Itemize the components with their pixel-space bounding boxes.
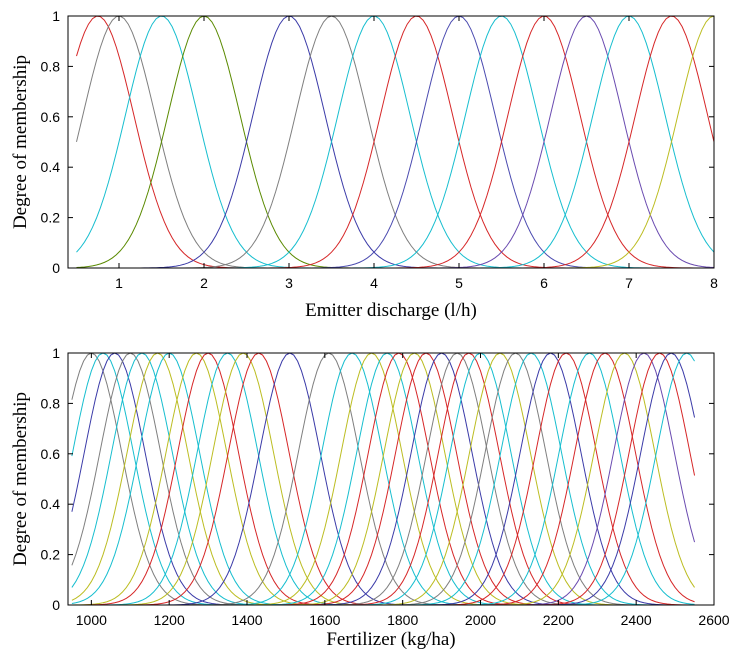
x-axis-label: Emitter discharge (l/h) xyxy=(305,300,477,321)
x-tick-label: 6 xyxy=(540,275,548,291)
plot-frame xyxy=(67,15,715,269)
series-line-6 xyxy=(76,15,714,269)
series-line-30 xyxy=(71,352,695,606)
series-line-10 xyxy=(76,15,714,269)
x-tick-label: 1000 xyxy=(76,612,107,628)
series-line-4 xyxy=(71,352,695,606)
series-line-11 xyxy=(71,352,695,606)
series-line-18 xyxy=(71,352,695,606)
series-line-36 xyxy=(71,352,695,606)
series-line-34 xyxy=(71,352,696,606)
chart-panel-1: 1 2 3 4 5 6 7 8 0 0.2 0.4 0.6 0.8 1 Emitter discharge … xyxy=(10,8,718,321)
series-line-21 xyxy=(71,352,695,606)
series-line-6 xyxy=(71,352,695,606)
y-tick-label: 0.4 xyxy=(41,496,61,512)
series-line-24 xyxy=(71,352,695,606)
series-line-5 xyxy=(76,15,714,269)
y-tick-label: 0 xyxy=(52,597,60,613)
series-line-12 xyxy=(71,352,695,606)
y-axis-label: Degree of membership xyxy=(10,392,31,566)
y-tick-label: 0.6 xyxy=(41,109,61,125)
series-group xyxy=(76,15,715,269)
y-tick-label: 0.2 xyxy=(41,547,61,563)
y-tick-label: 1 xyxy=(52,8,60,24)
series-line-26 xyxy=(71,352,695,606)
x-tick-label: 7 xyxy=(625,275,633,291)
x-tick-label: 2 xyxy=(200,275,208,291)
plot-frame xyxy=(67,352,715,606)
x-tick-label: 2200 xyxy=(543,612,574,628)
series-line-29 xyxy=(71,352,695,606)
y-tick-label: 0.8 xyxy=(41,395,61,411)
x-axis-label: Fertilizer (kg/ha) xyxy=(326,629,455,650)
series-line-31 xyxy=(71,352,695,606)
series-line-4 xyxy=(76,15,714,269)
series-line-3 xyxy=(76,15,714,269)
series-line-9 xyxy=(76,15,714,269)
series-line-16 xyxy=(71,352,695,606)
x-tick-label: 5 xyxy=(455,275,463,291)
series-line-28 xyxy=(71,352,695,606)
y-tick-label: 0.4 xyxy=(41,159,61,175)
series-line-14 xyxy=(71,352,695,606)
x-tick-label: 1400 xyxy=(231,612,262,628)
series-line-9 xyxy=(71,352,695,606)
series-line-33 xyxy=(71,352,696,606)
x-tick-label: 8 xyxy=(710,275,718,291)
y-axis-label: Degree of membership xyxy=(10,55,31,229)
x-tick-label: 1 xyxy=(115,275,123,291)
series-line-13 xyxy=(76,15,715,269)
series-line-23 xyxy=(71,352,695,606)
x-tick-label: 1200 xyxy=(154,612,185,628)
series-line-1 xyxy=(71,352,695,606)
x-tick-label: 4 xyxy=(370,275,378,291)
series-line-7 xyxy=(76,15,714,269)
series-line-8 xyxy=(71,352,695,606)
y-tick-label: 0.2 xyxy=(41,210,61,226)
y-tick-label: 0.6 xyxy=(41,446,61,462)
series-line-17 xyxy=(71,352,695,606)
series-line-5 xyxy=(71,352,695,606)
series-line-13 xyxy=(71,352,695,606)
series-line-10 xyxy=(71,352,695,606)
series-line-1 xyxy=(76,15,714,269)
series-line-2 xyxy=(76,15,714,269)
series-line-2 xyxy=(71,352,695,606)
chart-panel-2: 1000 1200 1400 1600 1800 2000 2200 2400 2600 0 0.2… xyxy=(10,345,730,650)
series-line-22 xyxy=(71,352,695,606)
series-line-35 xyxy=(71,352,696,606)
series-line-8 xyxy=(76,15,714,269)
x-tick-label: 3 xyxy=(285,275,293,291)
x-tick-label: 2400 xyxy=(621,612,652,628)
y-tick-label: 0.8 xyxy=(41,58,61,74)
series-line-14 xyxy=(76,15,715,269)
series-line-25 xyxy=(71,352,695,606)
series-line-15 xyxy=(71,352,695,606)
series-group xyxy=(71,352,696,606)
series-line-11 xyxy=(76,15,715,269)
x-tick-label: 1800 xyxy=(387,612,418,628)
x-tick-label: 2000 xyxy=(465,612,496,628)
series-line-20 xyxy=(71,352,695,606)
series-line-3 xyxy=(71,352,695,606)
series-line-15 xyxy=(76,15,715,269)
series-line-7 xyxy=(71,352,695,606)
x-tick-label: 1600 xyxy=(309,612,340,628)
series-line-27 xyxy=(71,352,695,606)
series-line-12 xyxy=(76,15,715,269)
series-line-19 xyxy=(71,352,695,606)
x-tick-label: 2600 xyxy=(698,612,729,628)
y-tick-label: 0 xyxy=(52,260,60,276)
y-tick-label: 1 xyxy=(52,345,60,361)
series-line-32 xyxy=(71,352,695,606)
